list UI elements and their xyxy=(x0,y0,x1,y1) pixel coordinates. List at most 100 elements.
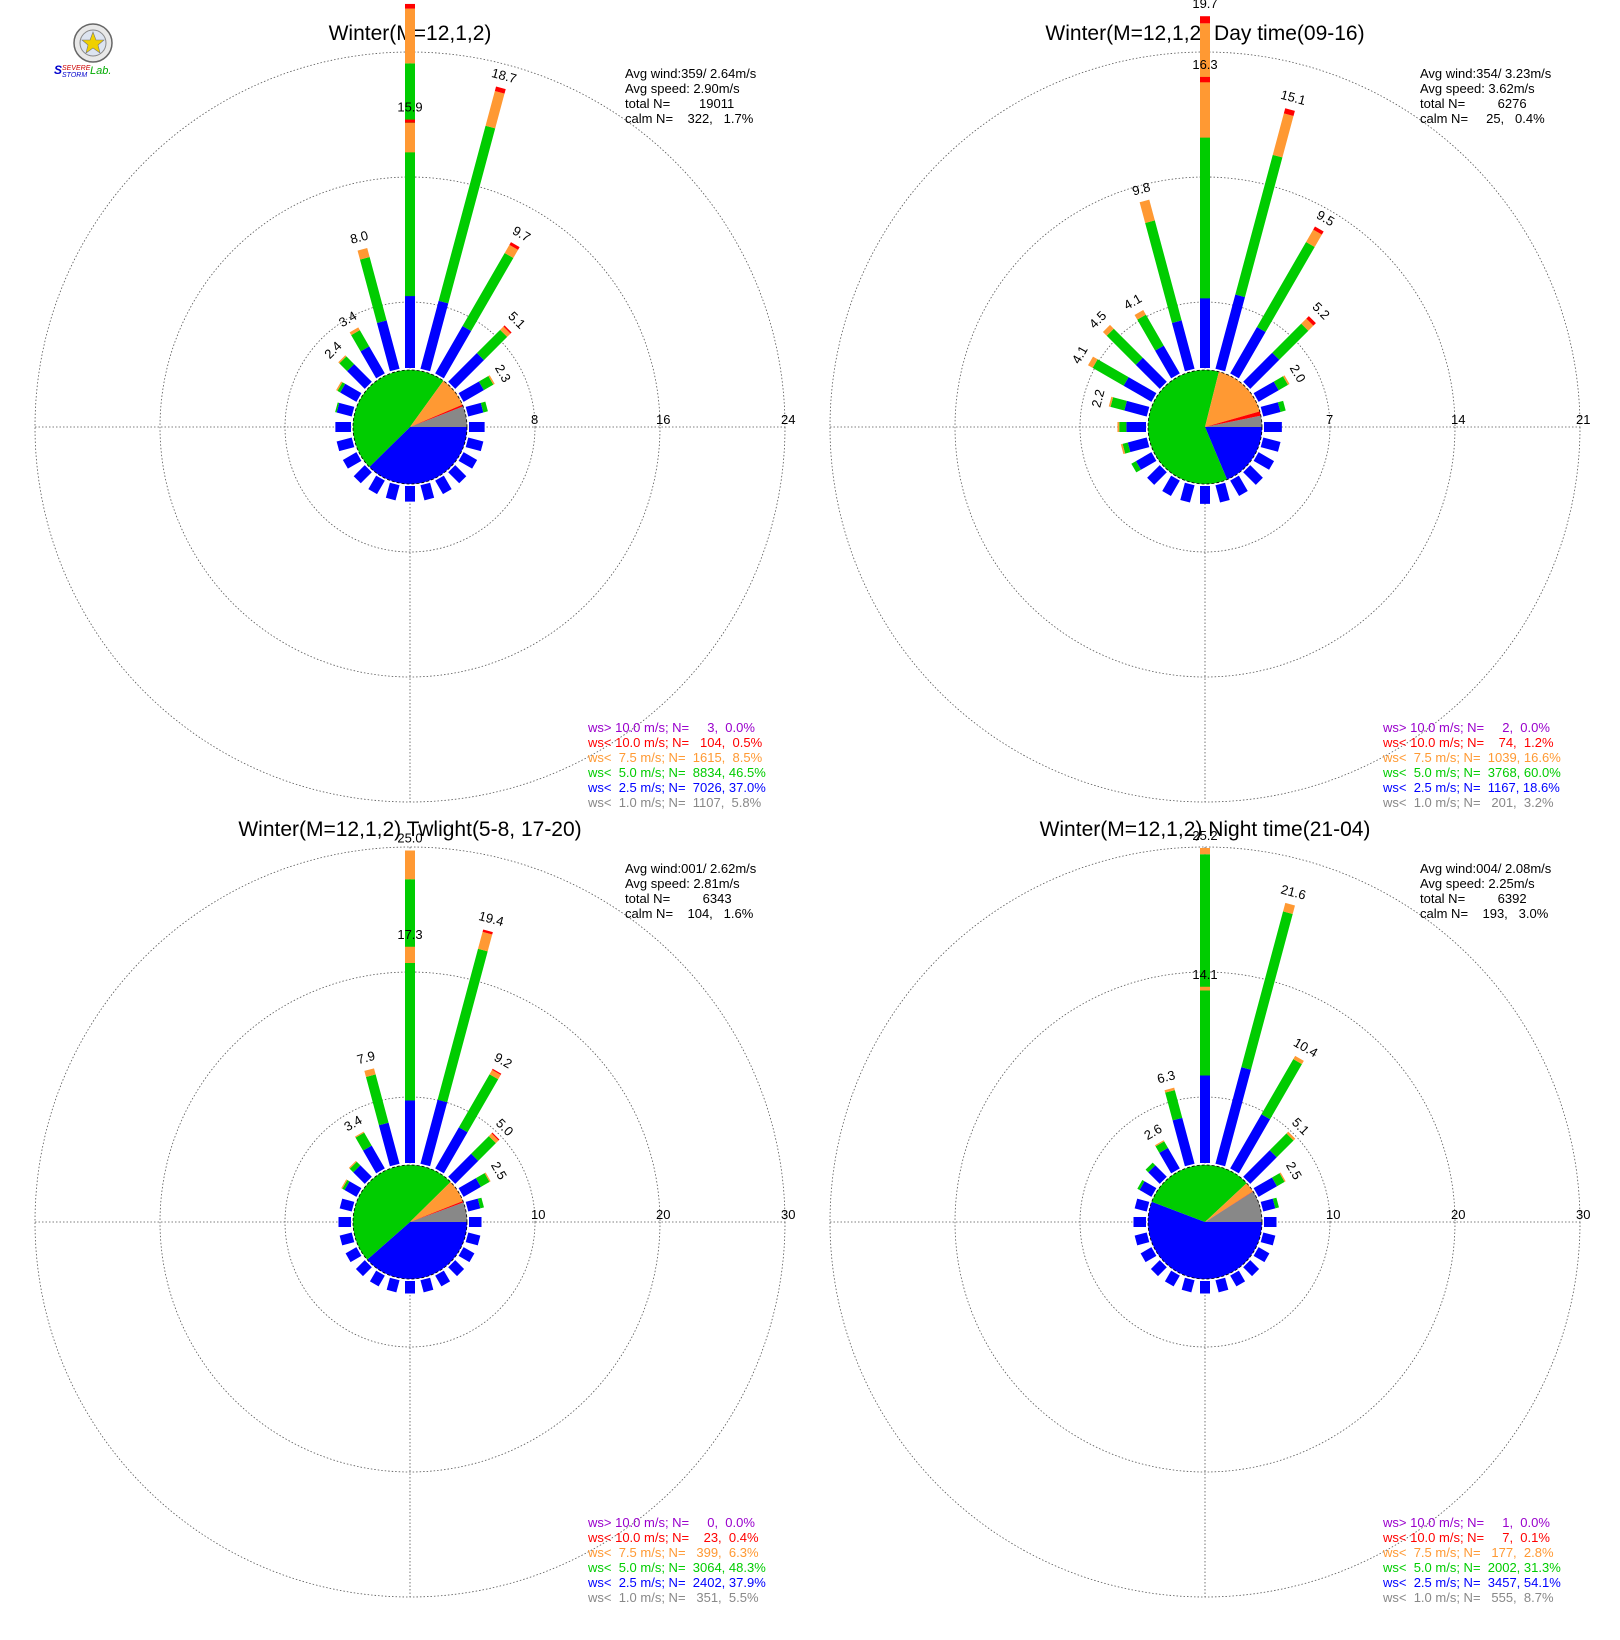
sector-bar-green xyxy=(1272,323,1309,360)
svg-text:STORM: STORM xyxy=(62,72,87,79)
sector-total-label: 2.5 xyxy=(488,1159,510,1182)
sector-bar-green xyxy=(1145,220,1182,324)
sector-bar-blue xyxy=(378,1122,400,1167)
sector-bar-blue xyxy=(369,1270,385,1287)
ring-label: 30 xyxy=(1576,1207,1590,1222)
svg-text:S: S xyxy=(54,63,62,77)
sector-bar-blue xyxy=(1135,357,1167,389)
sector-bar-blue xyxy=(1215,482,1230,503)
legend-entry-lt1: ws< 1.0 m/s; N= 351, 5.5% xyxy=(587,1590,759,1605)
sector-bar-orange xyxy=(488,375,495,385)
sector-bar-orange xyxy=(1283,902,1295,914)
sector-bar-orange xyxy=(1139,199,1155,223)
stats-line: calm N= 193, 3.0% xyxy=(1420,906,1549,921)
legend-entry-lt2_5: ws< 2.5 m/s; N= 3457, 54.1% xyxy=(1382,1575,1561,1590)
sector-total-label: 4.1 xyxy=(1121,291,1144,313)
sector-bar-orange xyxy=(1102,324,1114,336)
sector-bar-blue xyxy=(435,475,452,495)
sector-bar-orange xyxy=(478,931,493,952)
sector-bar-blue xyxy=(1260,1198,1276,1212)
sector-bar-orange xyxy=(1282,375,1290,385)
sector-bar-blue xyxy=(1215,294,1245,372)
stats-line: Avg speed: 2.81m/s xyxy=(625,876,740,891)
legend-entry-lt5: ws< 5.0 m/s; N= 3768, 60.0% xyxy=(1382,765,1561,780)
sector-total-label: 3.4 xyxy=(336,308,359,330)
sector-bar-blue xyxy=(347,364,372,389)
sector-bar-blue xyxy=(339,1232,355,1246)
pie-slice-lt10 xyxy=(1205,411,1261,427)
sector-bar-blue xyxy=(1140,1247,1157,1263)
sector-bar-green xyxy=(1106,328,1143,365)
pie-slice-lt7_5 xyxy=(410,1181,464,1222)
sector-bar-blue xyxy=(458,381,484,402)
sector-bar-orange xyxy=(1272,113,1294,158)
sector-bar-blue xyxy=(1150,1260,1167,1277)
stats-line: Avg speed: 2.90m/s xyxy=(625,81,740,96)
sector-bar-green xyxy=(1145,1162,1156,1173)
sector-bar-green xyxy=(1165,1090,1183,1121)
sector-bar-green xyxy=(478,375,494,391)
legend-entry-gt10: ws> 10.0 m/s; N= 0, 0.0% xyxy=(587,1515,755,1530)
sector-bar-blue xyxy=(465,402,484,417)
sector-bar-green xyxy=(475,1173,490,1187)
sector-total-label: 8.0 xyxy=(348,228,369,247)
sector-bar-blue xyxy=(448,1260,465,1277)
sector-bar-blue xyxy=(1155,345,1180,379)
ring-label: 14 xyxy=(1451,412,1465,427)
sector-bar-blue xyxy=(1123,377,1157,402)
panel-title: Winter(M=12,1,2) Twlight(5-8, 17-20) xyxy=(238,818,581,841)
sector-bar-orange xyxy=(500,326,511,337)
pie-slice-lt1 xyxy=(1205,1191,1262,1222)
sector-bar-blue xyxy=(1243,465,1263,485)
sector-bar-blue xyxy=(342,452,362,469)
stats-line: calm N= 322, 1.7% xyxy=(625,111,754,126)
sector-bar-green xyxy=(462,252,514,332)
sector-bar-green xyxy=(351,330,370,352)
legend-entry-lt7_5: ws< 7.5 m/s; N= 399, 6.3% xyxy=(587,1545,759,1560)
sector-bar-blue xyxy=(1148,1165,1167,1184)
sector-bar-blue xyxy=(1243,1150,1277,1184)
sector-bar-orange xyxy=(485,91,505,129)
sector-total-label: 2.3 xyxy=(492,362,514,385)
pie-slice-lt5 xyxy=(1151,1165,1247,1222)
sector-bar-green xyxy=(355,1132,372,1151)
sector-bar-red xyxy=(1306,316,1316,326)
sector-total-label: 9.2 xyxy=(492,1049,515,1071)
sector-bar-blue xyxy=(1159,1147,1180,1174)
pie-slice-lt1 xyxy=(410,406,467,427)
sector-total-label: 19.7 xyxy=(1192,0,1217,11)
sector-total-label: 5.1 xyxy=(1289,1115,1312,1138)
sector-bar-blue xyxy=(1260,1232,1276,1246)
sector-bar-red xyxy=(1283,108,1295,117)
sector-bar-green xyxy=(1137,1180,1145,1190)
sector-bar-blue xyxy=(420,300,449,372)
sector-bar-blue xyxy=(386,1277,400,1293)
sector-total-label: 25.0 xyxy=(397,831,422,846)
sector-total-label: 2.0 xyxy=(1287,362,1309,385)
sector-bar-blue xyxy=(353,1165,372,1184)
pie-slice-lt7_5 xyxy=(1205,371,1260,427)
sector-bar-blue xyxy=(1260,402,1281,417)
ring-label: 10 xyxy=(1326,1207,1340,1222)
stats-line: Avg wind:359/ 2.64m/s xyxy=(625,66,757,81)
sector-bar-green xyxy=(1256,241,1315,333)
range-ring xyxy=(954,176,1456,678)
sector-bar-blue xyxy=(435,1127,468,1174)
pie-slice-lt2_5 xyxy=(1147,1201,1262,1280)
sector-bar-blue xyxy=(435,1270,451,1287)
pie-slice-lt1 xyxy=(410,1202,467,1222)
legend-entry-gt10: ws> 10.0 m/s; N= 1, 0.0% xyxy=(1382,1515,1550,1530)
stats-line: total N= 6276 xyxy=(1420,96,1527,111)
sector-bar-blue xyxy=(376,320,400,372)
ring-label: 24 xyxy=(781,412,795,427)
sector-bar-blue xyxy=(340,383,362,402)
sector-bar-blue xyxy=(1253,381,1279,402)
sector-bar-orange xyxy=(348,1160,357,1169)
sector-bar-green xyxy=(477,1197,484,1209)
sector-bar-red xyxy=(509,242,520,250)
sector-bar-green xyxy=(480,401,488,413)
sector-bar-red xyxy=(491,1132,500,1141)
ring-label: 20 xyxy=(1451,1207,1465,1222)
stats-line: Avg wind:001/ 2.62m/s xyxy=(625,861,757,876)
pie-slice-lt7_5 xyxy=(410,380,463,427)
